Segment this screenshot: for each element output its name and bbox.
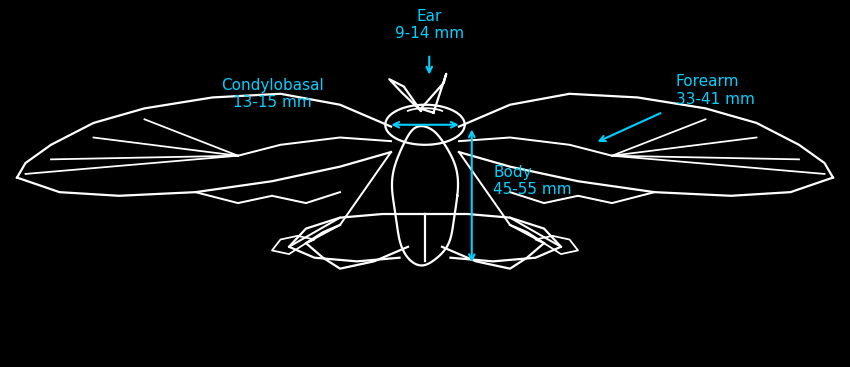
Text: Forearm
33-41 mm: Forearm 33-41 mm bbox=[676, 74, 755, 106]
Text: Body
45-55 mm: Body 45-55 mm bbox=[493, 165, 571, 197]
Text: Ear
9-14 mm: Ear 9-14 mm bbox=[394, 8, 464, 41]
Text: Condylobasal
13-15 mm: Condylobasal 13-15 mm bbox=[221, 78, 323, 110]
